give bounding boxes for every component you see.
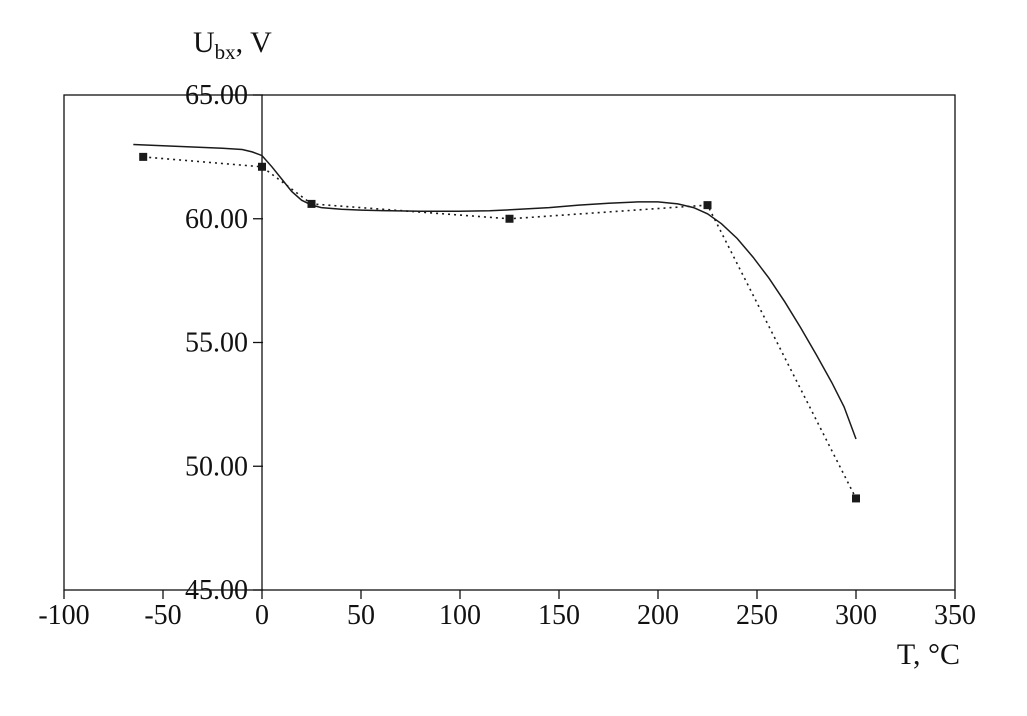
x-tick-label: -100 xyxy=(38,600,89,631)
y-tick-label: 50.00 xyxy=(185,451,248,482)
y-tick-label: 55.00 xyxy=(185,328,248,359)
x-tick-label: 100 xyxy=(439,600,481,631)
y-axis-title-subscript: bx xyxy=(215,40,237,64)
data-point-marker xyxy=(703,201,712,210)
y-tick-label: 45.00 xyxy=(185,575,248,606)
x-axis-title: T, °C xyxy=(897,638,960,671)
x-tick-labels: -100 -50 0 50 100 150 200 250 300 350 xyxy=(38,590,976,631)
data-point-marker xyxy=(139,152,148,161)
series-fitted-curve xyxy=(133,143,857,440)
series-measured-points xyxy=(143,156,857,499)
series-measured-points-markers xyxy=(139,152,860,503)
data-point-marker xyxy=(852,494,860,503)
x-tick-label: 300 xyxy=(835,600,877,631)
axes: 65.00 60.00 55.00 50.00 45.00 -100 -50 0 50 100 15… xyxy=(38,80,976,631)
x-tick-label: 250 xyxy=(736,600,778,631)
data-point-marker xyxy=(258,162,266,171)
data-point-marker xyxy=(307,199,316,208)
y-axis-title-main: U xyxy=(193,26,215,59)
x-tick-label: 150 xyxy=(538,600,580,631)
y-tick-label: 65.00 xyxy=(185,80,248,111)
plot-border xyxy=(63,94,956,591)
y-tick-label: 60.00 xyxy=(185,204,248,235)
y-tick-labels: 65.00 60.00 55.00 50.00 45.00 xyxy=(185,80,263,606)
series-lines xyxy=(133,143,860,503)
x-tick-label: 200 xyxy=(637,600,679,631)
x-tick-label: 50 xyxy=(347,600,375,631)
data-point-marker xyxy=(505,214,514,223)
x-tick-label: -50 xyxy=(144,600,181,631)
y-axis-title-rest: , V xyxy=(236,26,272,59)
x-tick-label: 350 xyxy=(934,600,976,631)
y-axis-title: Ubx, V xyxy=(193,26,272,64)
x-tick-label: 0 xyxy=(255,600,269,631)
